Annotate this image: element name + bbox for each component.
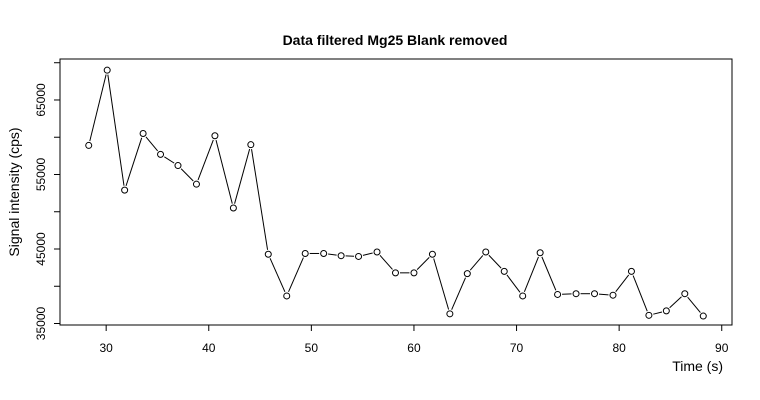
line-segment	[653, 311, 663, 315]
line-segment	[215, 139, 233, 204]
y-tick-label: 65000	[34, 83, 48, 117]
data-point	[283, 292, 291, 300]
x-tick-label: 60	[407, 341, 421, 355]
data-point	[247, 141, 255, 149]
line-segment	[107, 74, 125, 186]
line-segment	[197, 139, 214, 181]
series-points	[85, 66, 707, 320]
line-segment	[269, 258, 286, 293]
data-point	[301, 249, 309, 257]
line-segment	[125, 137, 143, 187]
x-tick-label: 70	[510, 341, 524, 355]
data-point	[337, 252, 345, 260]
y-tick-label: 55000	[34, 157, 48, 191]
x-axis: 30 40 50 60 70 80 90	[99, 324, 729, 355]
line-segment	[541, 256, 557, 291]
line-segment	[164, 156, 175, 164]
line-segment	[488, 254, 502, 269]
line-segment	[506, 274, 521, 293]
data-point	[103, 66, 111, 74]
line-segment	[362, 252, 373, 256]
line-segment	[615, 274, 630, 292]
chart-title: Data filtered Mg25 Blank removed	[283, 32, 508, 48]
line-segment	[433, 258, 450, 310]
data-point	[229, 204, 237, 212]
data-point	[428, 250, 436, 258]
y-axis: 35000 45000 55000 65000	[34, 62, 61, 341]
x-axis-label: Time (s)	[672, 358, 723, 374]
data-point	[463, 270, 471, 278]
data-point	[645, 311, 653, 319]
line-segment	[416, 257, 430, 270]
data-point	[410, 269, 418, 277]
data-point	[320, 249, 328, 257]
line-segment	[632, 275, 648, 312]
x-tick-label: 40	[202, 341, 216, 355]
data-point	[536, 249, 544, 257]
data-point	[355, 252, 363, 260]
x-tick-label: 80	[612, 341, 626, 355]
data-point	[446, 310, 454, 318]
line-segment	[89, 74, 107, 142]
data-point	[139, 130, 147, 138]
line-segment	[523, 256, 539, 292]
data-point	[373, 248, 381, 256]
line-segment	[687, 296, 701, 313]
line-segment	[180, 168, 194, 182]
line-segment	[234, 148, 251, 204]
x-tick-label: 30	[99, 341, 113, 355]
line-segment	[328, 253, 337, 256]
data-point	[211, 132, 219, 140]
data-point	[482, 248, 490, 256]
y-tick-label: 45000	[34, 232, 48, 266]
line-segment	[145, 136, 159, 152]
data-point	[500, 267, 508, 275]
x-tick-label: 90	[715, 341, 729, 355]
data-point	[681, 290, 689, 298]
data-point	[591, 290, 599, 298]
data-point	[609, 291, 617, 299]
data-point	[174, 162, 182, 170]
plot-frame	[59, 58, 733, 326]
data-point	[627, 267, 635, 275]
data-point	[192, 180, 200, 188]
series-line	[89, 74, 701, 315]
data-point	[554, 290, 562, 298]
data-point	[85, 141, 93, 149]
data-point	[121, 186, 129, 194]
y-axis-label: Signal intensity (cps)	[6, 127, 22, 256]
data-point	[572, 290, 580, 298]
data-point	[264, 250, 272, 258]
y-tick-label: 35000	[34, 307, 48, 341]
data-point	[157, 150, 165, 158]
line-segment	[469, 255, 484, 271]
data-point	[519, 292, 527, 300]
data-point	[662, 307, 670, 315]
line-segment	[288, 257, 304, 293]
data-point	[391, 269, 399, 277]
line-segment	[669, 296, 682, 309]
data-point	[699, 312, 707, 320]
x-tick-label: 50	[305, 341, 319, 355]
line-segment	[251, 149, 269, 250]
line-segment	[451, 277, 466, 310]
line-segment	[598, 293, 609, 296]
line-segment	[379, 255, 393, 270]
